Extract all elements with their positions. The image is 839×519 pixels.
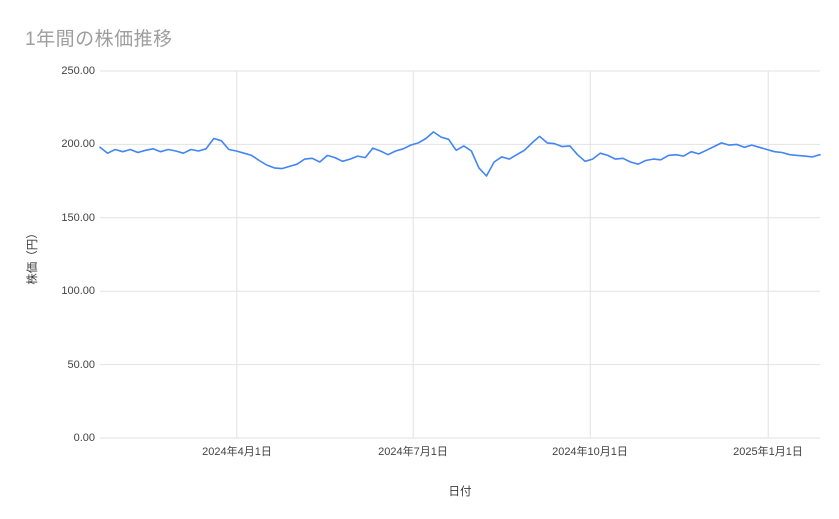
y-tick-label: 200.00	[61, 138, 95, 150]
stock-price-series-line	[99, 131, 821, 177]
x-tick-label: 2025年1月1日	[733, 446, 803, 458]
x-tick-label: 2024年4月1日	[202, 446, 272, 458]
x-tick-label: 2024年7月1日	[378, 446, 448, 458]
y-tick-label: 0.00	[73, 432, 95, 444]
x-tick-label: 2024年10月1日	[552, 446, 628, 458]
y-axis-title: 株価（円）	[27, 227, 39, 285]
y-tick-label: 100.00	[61, 285, 95, 297]
x-axis-title: 日付	[448, 486, 472, 498]
y-tick-label: 150.00	[61, 212, 95, 224]
y-tick-label: 250.00	[61, 65, 95, 77]
chart-title: 1年間の株価推移	[25, 29, 173, 50]
y-tick-label: 50.00	[67, 359, 95, 371]
